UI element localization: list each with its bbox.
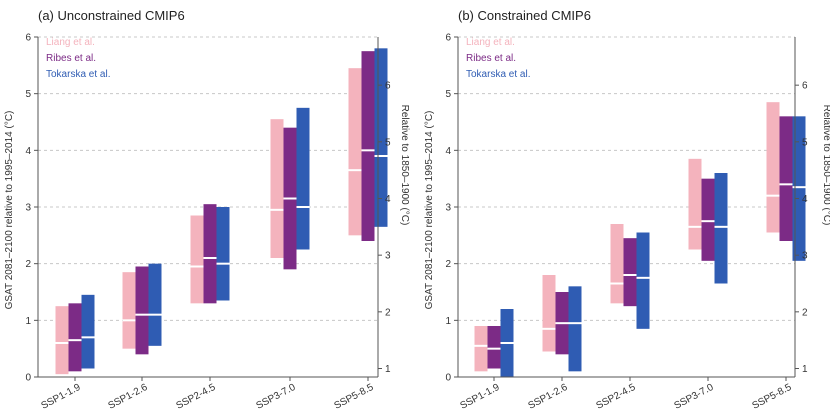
- x-tick-label: SSP1-2.6: [526, 382, 569, 412]
- right-tick-label: 4: [802, 194, 808, 205]
- range-bar: [361, 51, 375, 241]
- legend: Liang et al. Ribes et al. Tokarska et al.: [466, 37, 530, 80]
- panel-constrained: (b) Constrained CMIP6 0 1 2 3 4 5 6 1 2 3 4 5 6 SSP1-…: [424, 8, 830, 412]
- right-tick-label: 3: [802, 251, 808, 262]
- panel-unconstrained: (a) Unconstrained CMIP6 0 1 2 3 4 5 6 1 2 3 4 5 6 SSP…: [4, 8, 410, 412]
- y-tick-label: 1: [25, 316, 31, 327]
- y-tick-label: 1: [445, 316, 451, 327]
- range-bar: [474, 326, 488, 372]
- range-bar: [216, 207, 230, 301]
- x-tick-label: SSP2-4.5: [594, 382, 637, 412]
- y-tick-label: 3: [445, 203, 451, 214]
- x-tick-label: SSP5-8.5: [332, 382, 375, 412]
- y-tick-label: 2: [25, 259, 31, 270]
- range-bar: [55, 306, 69, 375]
- right-tick-label: 6: [802, 81, 808, 92]
- right-tick-label: 5: [802, 137, 808, 148]
- right-tick-label: 2: [385, 307, 391, 318]
- right-tick-label: 6: [385, 81, 391, 92]
- right-axis-label: Relative to 1850–1900 (°C): [821, 105, 830, 226]
- y-tick-label: 0: [445, 373, 451, 384]
- range-bar: [203, 204, 217, 304]
- range-bar: [701, 178, 715, 261]
- range-bar: [714, 173, 728, 284]
- range-bar: [148, 263, 162, 346]
- legend-entry: Tokarska et al.: [46, 69, 110, 80]
- range-bar: [68, 303, 82, 372]
- range-bar: [487, 326, 501, 369]
- x-tick-label: SSP5-8.5: [750, 382, 793, 412]
- range-bar: [636, 232, 650, 329]
- y-tick-label: 5: [445, 89, 451, 100]
- range-bar: [81, 294, 95, 369]
- y-tick-label: 4: [445, 146, 451, 157]
- y-tick-label: 0: [25, 373, 31, 384]
- range-bar: [122, 272, 136, 349]
- x-tick-label: SSP3-7.0: [672, 382, 715, 412]
- right-tick-label: 5: [385, 137, 391, 148]
- legend-entry: Liang et al.: [466, 37, 515, 48]
- range-bar: [296, 107, 310, 250]
- range-bar: [135, 266, 149, 355]
- right-tick-label: 2: [802, 307, 808, 318]
- y-tick-label: 6: [25, 33, 31, 44]
- range-bar: [766, 102, 780, 233]
- x-tick-label: SSP1-2.6: [106, 382, 149, 412]
- range-bar: [542, 275, 556, 352]
- y-tick-label: 3: [25, 203, 31, 214]
- range-bar: [792, 116, 806, 261]
- range-bar: [568, 286, 582, 372]
- range-bar: [270, 119, 284, 259]
- y-axis-label: GSAT 2081–2100 relative to 1995–2014 (°C…: [4, 111, 15, 310]
- range-bar: [688, 158, 702, 250]
- right-tick-label: 1: [802, 364, 808, 375]
- x-tick-label: SSP1-1.9: [458, 382, 501, 412]
- y-tick-label: 5: [25, 89, 31, 100]
- y-tick-label: 4: [25, 146, 31, 157]
- right-tick-label: 3: [385, 251, 391, 262]
- legend: Liang et al. Ribes et al. Tokarska et al.: [46, 37, 110, 80]
- y-axis-label: GSAT 2081–2100 relative to 1995–2014 (°C…: [424, 111, 435, 310]
- x-tick-label: SSP3-7.0: [254, 382, 297, 412]
- legend-entry: Ribes et al.: [466, 53, 516, 64]
- x-tick-label: SSP2-4.5: [174, 382, 217, 412]
- right-axis-label: Relative to 1850–1900 (°C): [399, 105, 410, 226]
- range-bar: [623, 238, 637, 307]
- x-tick-label: SSP1-1.9: [39, 382, 82, 412]
- panel-title: (a) Unconstrained CMIP6: [38, 8, 185, 23]
- range-bar: [779, 116, 793, 241]
- range-bar: [190, 215, 204, 304]
- legend-entry: Liang et al.: [46, 37, 95, 48]
- y-tick-label: 2: [445, 259, 451, 270]
- right-tick-label: 4: [385, 194, 391, 205]
- range-bar: [610, 224, 624, 304]
- legend-entry: Ribes et al.: [46, 53, 96, 64]
- panel-title: (b) Constrained CMIP6: [458, 8, 591, 23]
- legend-entry: Tokarska et al.: [466, 69, 530, 80]
- range-bar: [348, 68, 362, 236]
- right-tick-label: 1: [385, 364, 391, 375]
- y-tick-label: 6: [445, 33, 451, 44]
